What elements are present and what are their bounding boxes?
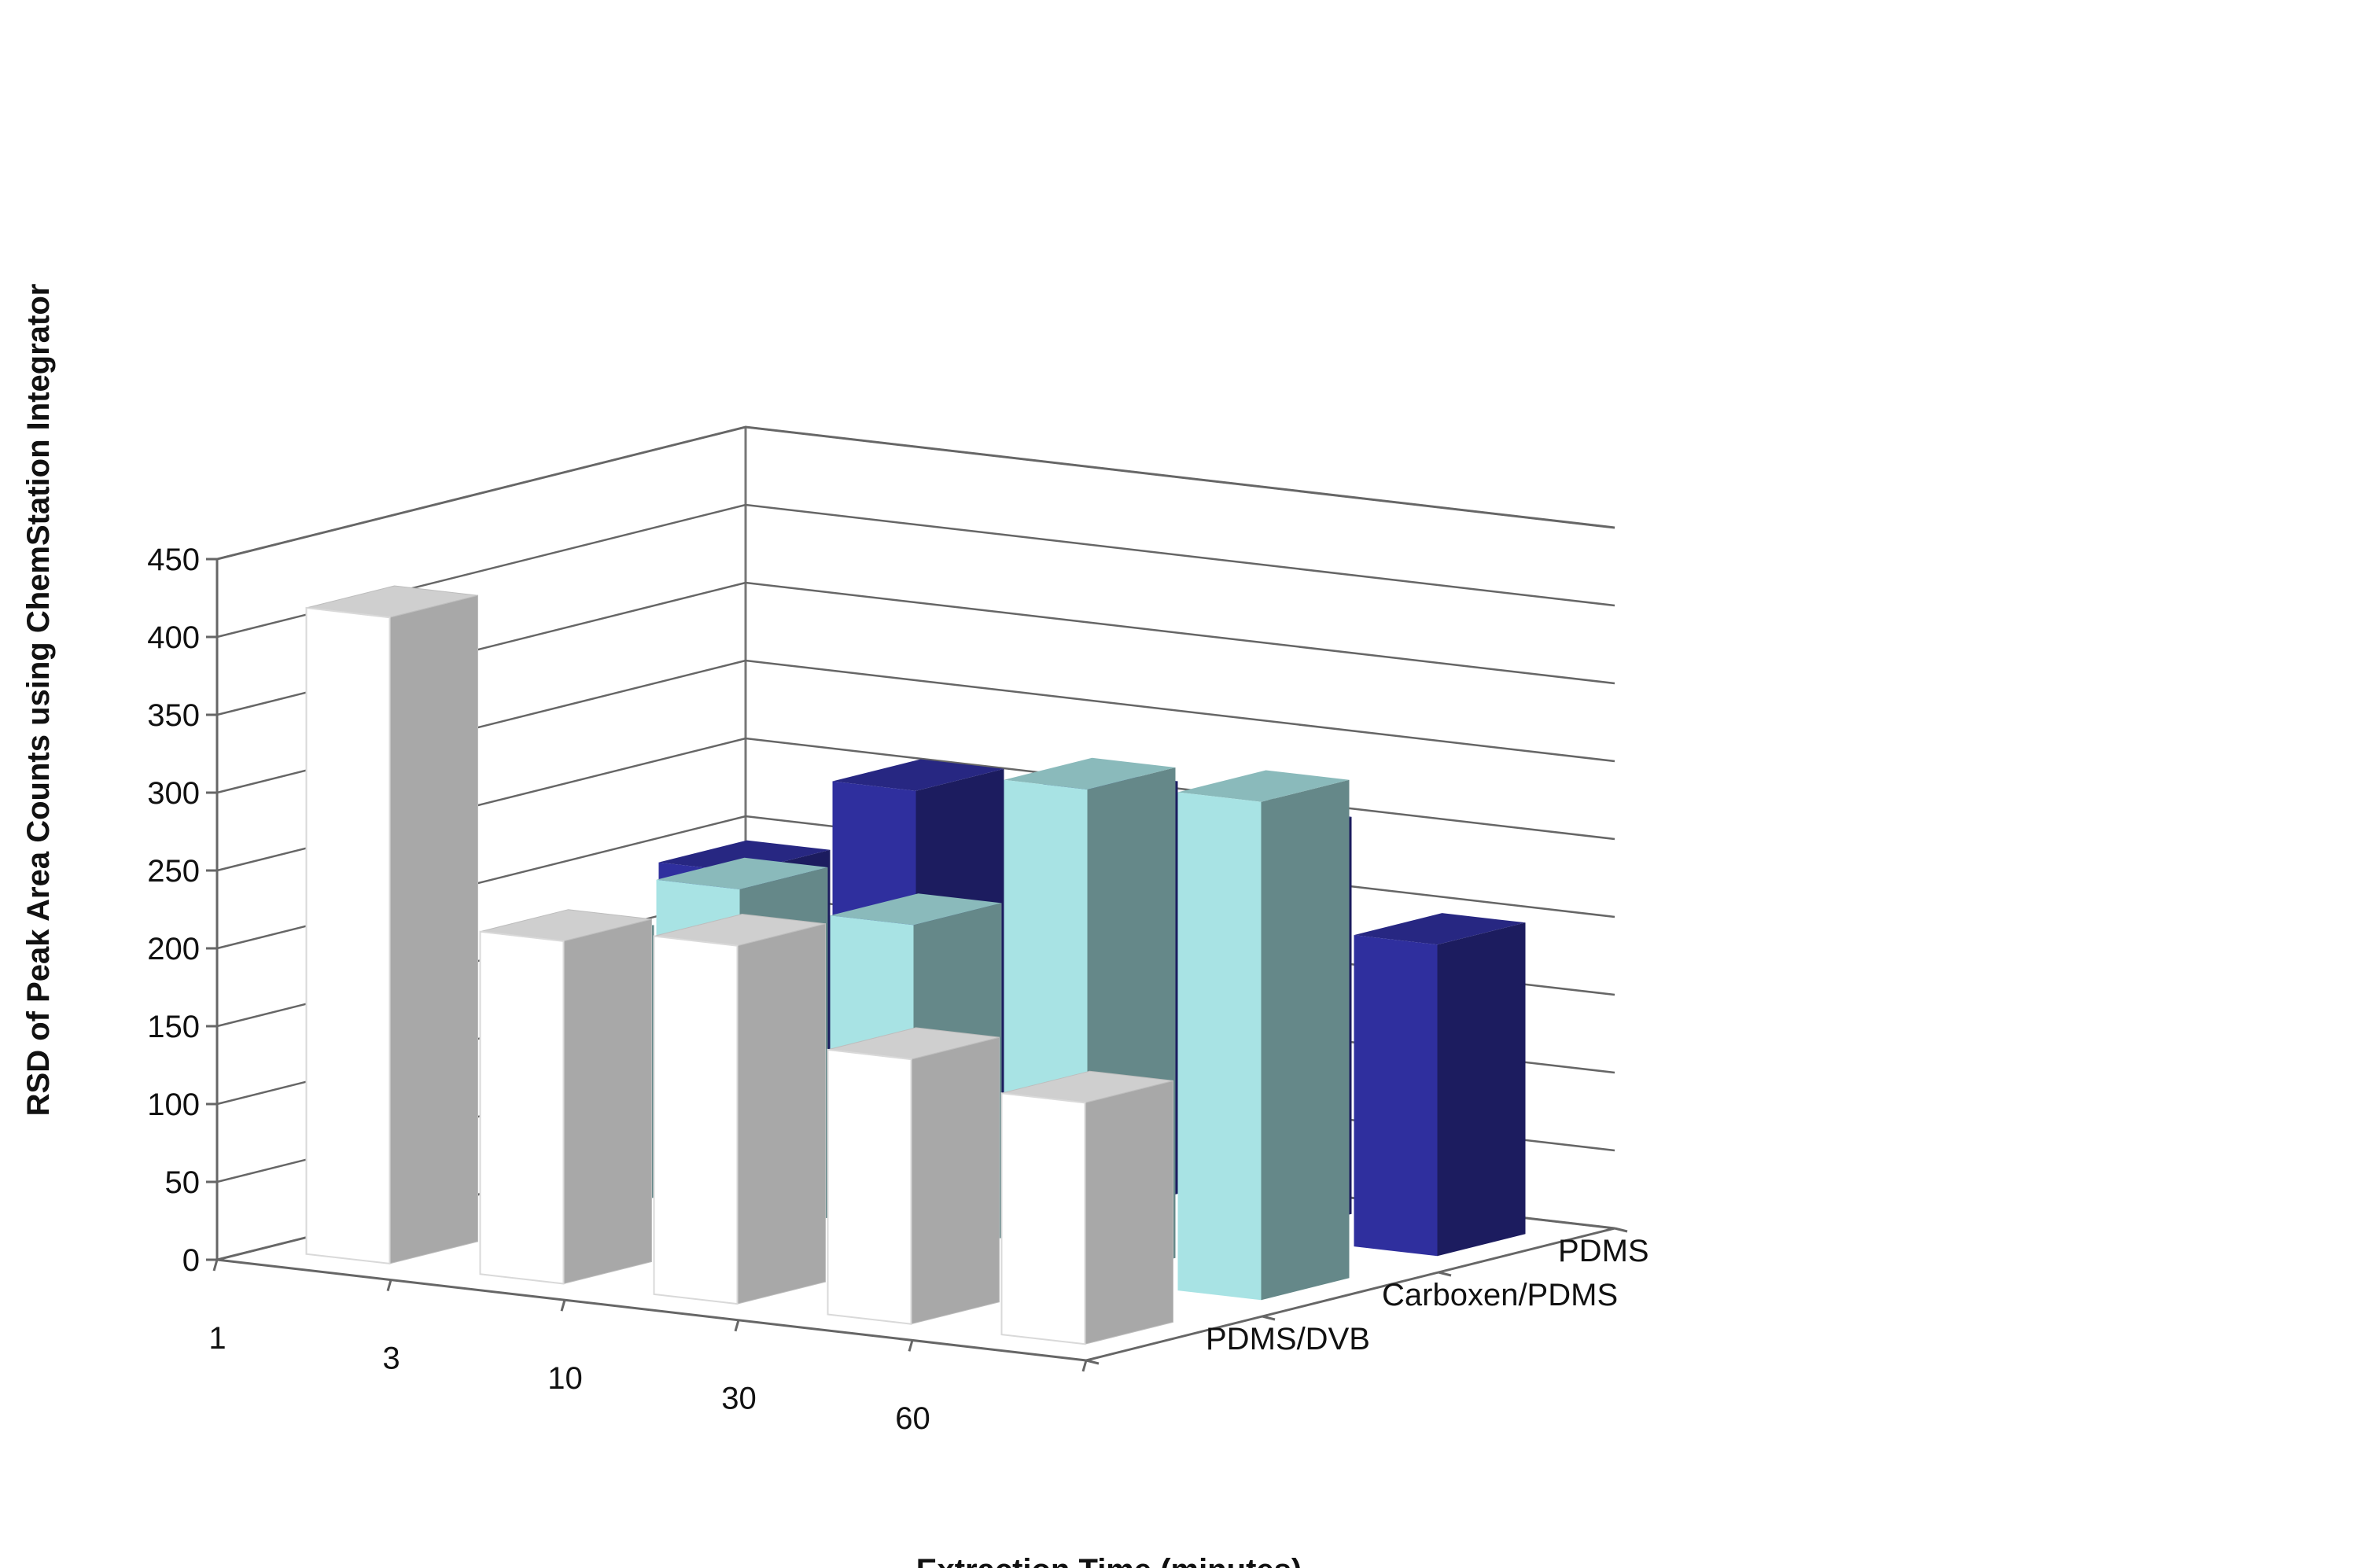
x-tick xyxy=(734,1320,740,1332)
bar-side-face xyxy=(1437,922,1526,1257)
x-tick xyxy=(1081,1360,1088,1372)
x-tick-label: 30 xyxy=(721,1382,757,1416)
y-tick-label: 450 xyxy=(147,543,200,577)
bar-top-face xyxy=(830,893,1002,926)
bar-top-face xyxy=(1177,770,1350,802)
depth-tick xyxy=(1614,1227,1628,1233)
axes xyxy=(206,558,1628,1372)
bar xyxy=(827,1027,1000,1325)
x-tick-label: 1 xyxy=(208,1321,226,1356)
x-axis-title: Extraction Time (minutes) xyxy=(916,1553,1302,1568)
x-tick-label: 10 xyxy=(547,1361,583,1396)
bar xyxy=(653,913,826,1305)
bar-top-face xyxy=(658,840,831,872)
series-label: Carboxen/PDMS xyxy=(1382,1278,1618,1312)
y-tick-label: 200 xyxy=(147,932,200,966)
series-label: PDMS xyxy=(1558,1234,1649,1268)
bar-top-face xyxy=(1004,757,1176,790)
x-tick-label: 3 xyxy=(382,1341,400,1375)
bar-front-face xyxy=(1000,1092,1086,1345)
bar-side-face xyxy=(1261,779,1350,1301)
depth-tick xyxy=(1262,1315,1276,1321)
y-tick-label: 100 xyxy=(147,1088,200,1122)
bar-front-face xyxy=(479,930,565,1285)
bar-side-face xyxy=(563,918,652,1285)
x-tick xyxy=(212,1259,219,1272)
x-tick xyxy=(560,1299,566,1312)
y-tick-label: 350 xyxy=(147,698,200,733)
bar xyxy=(1354,913,1526,1257)
y-tick-label: 250 xyxy=(147,854,200,889)
bar-side-face xyxy=(737,923,826,1305)
x-axis-line xyxy=(216,1258,1087,1362)
bar-front-face xyxy=(1354,935,1438,1257)
bar-front-face xyxy=(653,935,739,1305)
x-tick-label: 60 xyxy=(895,1401,930,1436)
depth-tick xyxy=(1085,1359,1100,1365)
bar-side-face xyxy=(1085,1080,1173,1345)
bar xyxy=(1000,1070,1173,1345)
bar-front-face xyxy=(827,1048,912,1325)
labels: 0 50 100 150 200 250 300 350 400 450 1 3 10 30 60 PDMS C… xyxy=(147,543,1649,1436)
bar-top-face xyxy=(1354,913,1526,945)
depth-axis-line xyxy=(1085,1227,1615,1362)
bar-side-face xyxy=(389,594,478,1264)
y-tick-label: 400 xyxy=(147,620,200,655)
bar xyxy=(479,909,652,1285)
bar xyxy=(1177,770,1350,1301)
y-tick-label: 0 xyxy=(182,1243,200,1278)
bar-top-face xyxy=(656,857,828,889)
y-axis-title: RSD of Peak Area Counts using ChemStatio… xyxy=(21,284,56,1117)
y-tick-label: 300 xyxy=(147,776,200,811)
x-tick xyxy=(908,1339,914,1352)
depth-tick xyxy=(1438,1271,1452,1277)
bar xyxy=(305,585,478,1265)
bar-top-face xyxy=(832,759,1004,791)
bar-front-face xyxy=(305,606,391,1265)
bar-front-face xyxy=(1177,792,1262,1301)
bar-side-face xyxy=(911,1036,1000,1325)
gridline xyxy=(216,425,1615,561)
bars xyxy=(305,585,1526,1345)
x-tick xyxy=(386,1279,392,1292)
y-tick-label: 50 xyxy=(165,1165,201,1200)
series-label: PDMS/DVB xyxy=(1206,1322,1370,1356)
y-tick-label: 150 xyxy=(147,1010,200,1044)
